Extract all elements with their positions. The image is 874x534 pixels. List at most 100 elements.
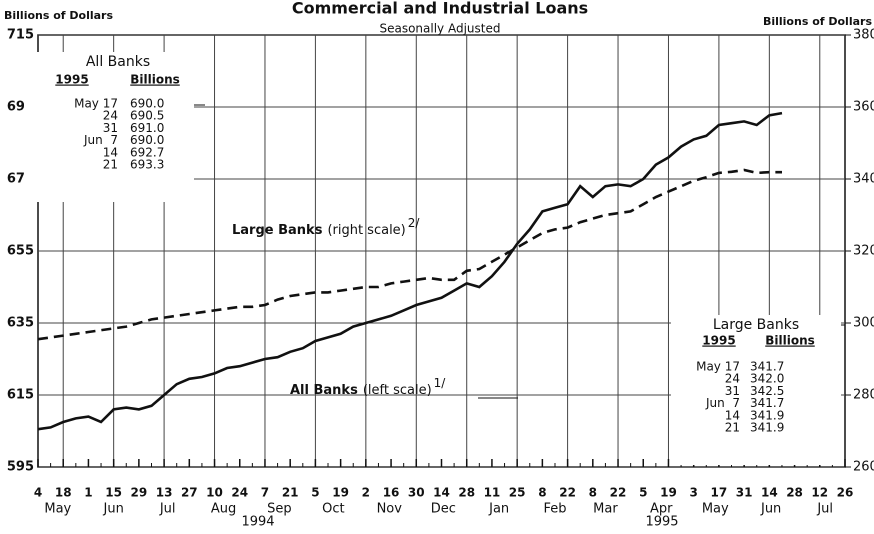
- month-label: Jul: [816, 502, 833, 517]
- series-line: [37, 111, 783, 431]
- y2-tick-label: 380: [853, 28, 874, 43]
- series-name: All Banks: [290, 383, 358, 398]
- table-title: Large Banks: [713, 317, 799, 333]
- table-date: 14: [103, 145, 118, 159]
- y-tick-label: 655: [7, 244, 34, 259]
- x-tick-label: 27: [181, 486, 198, 500]
- month-label: Oct: [322, 502, 344, 517]
- x-tick-label: 11: [484, 486, 501, 500]
- x-tick-label: 19: [660, 486, 677, 500]
- y-tick-label: 595: [7, 460, 34, 475]
- x-tick-label: 14: [761, 486, 778, 500]
- scale-note: (right scale): [327, 223, 405, 238]
- y-axis-label: Billions of Dollars: [4, 9, 113, 22]
- x-tick-label: 24: [231, 486, 248, 500]
- y2-tick-label: 320: [853, 244, 874, 259]
- y2-axis-label: Billions of Dollars: [763, 15, 872, 28]
- table-header: 1995: [702, 334, 735, 348]
- footnote: 1/: [434, 376, 447, 390]
- x-tick-label: 16: [383, 486, 400, 500]
- x-tick-label: 14: [433, 486, 450, 500]
- table-date: May 17: [696, 360, 740, 374]
- x-tick-label: 22: [559, 486, 576, 500]
- table-date: 31: [103, 121, 118, 135]
- table-value: 690.5: [130, 109, 164, 123]
- table-bg: [671, 315, 841, 465]
- x-tick-label: 12: [811, 486, 828, 500]
- table-date: 14: [725, 408, 740, 422]
- x-tick-label: 1: [84, 486, 92, 500]
- x-tick-label: 17: [711, 486, 728, 500]
- x-tick-label: 7: [261, 486, 269, 500]
- y-tick-label: 635: [7, 316, 34, 331]
- table-date: May 17: [74, 97, 118, 111]
- table-value: 342.5: [750, 384, 784, 398]
- x-tick-label: 13: [156, 486, 173, 500]
- table-date: Jun 7: [83, 133, 118, 147]
- y2-tick-label: 260: [853, 460, 874, 475]
- y2-tick-label: 300: [853, 316, 874, 331]
- x-tick-label: 15: [105, 486, 122, 500]
- scale-note: (left scale): [363, 383, 432, 398]
- series-name: Large Banks: [232, 223, 323, 238]
- year-label: 1995: [645, 515, 678, 530]
- series-label: Large Banks (right scale) 2/: [232, 216, 420, 238]
- month-label: Mar: [593, 502, 618, 517]
- x-tick-label: 10: [206, 486, 223, 500]
- footnote: 2/: [408, 216, 421, 230]
- month-label: Dec: [431, 502, 456, 517]
- x-tick-label: 8: [538, 486, 546, 500]
- month-label: Nov: [377, 502, 403, 517]
- x-tick-label: 28: [786, 486, 803, 500]
- month-label: May: [702, 502, 729, 517]
- table-date: 31: [725, 384, 740, 398]
- table-value: 341.9: [750, 421, 784, 435]
- month-label: Sep: [267, 502, 292, 517]
- table-value: 341.9: [750, 408, 784, 422]
- month-label: May: [44, 502, 71, 517]
- table-value: 342.0: [750, 372, 784, 386]
- month-label: Apr: [650, 502, 673, 517]
- table-bg: [24, 52, 194, 202]
- table-title: All Banks: [86, 54, 150, 70]
- x-tick-label: 31: [736, 486, 753, 500]
- x-tick-label: 29: [131, 486, 148, 500]
- table-value: 693.3: [130, 158, 164, 172]
- x-tick-label: 2: [362, 486, 370, 500]
- x-tick-label: 5: [311, 486, 319, 500]
- y-tick-label: 615: [7, 388, 34, 403]
- month-label: Aug: [211, 502, 236, 517]
- x-tick-label: 4: [34, 486, 42, 500]
- x-tick-label: 22: [610, 486, 627, 500]
- table-header: Billions: [765, 334, 815, 348]
- y-tick-label: 715: [7, 28, 34, 43]
- table-value: 690.0: [130, 133, 164, 147]
- table-date: Jun 7: [705, 396, 740, 410]
- chart-subtitle: Seasonally Adjusted: [379, 22, 500, 36]
- y2-tick-label: 280: [853, 388, 874, 403]
- x-tick-label: 25: [509, 486, 526, 500]
- table-header: 1995: [55, 73, 88, 87]
- x-tick-label: 3: [690, 486, 698, 500]
- series-label: All Banks (left scale) 1/: [290, 376, 446, 398]
- month-label: Jun: [760, 502, 781, 517]
- table-value: 341.7: [750, 396, 784, 410]
- y2-tick-label: 340: [853, 172, 874, 187]
- chart-title: Commercial and Industrial Loans: [292, 0, 588, 18]
- month-label: Jun: [103, 502, 124, 517]
- y2-tick-label: 360: [853, 100, 874, 115]
- year-label: 1994: [241, 515, 274, 530]
- x-tick-label: 21: [282, 486, 299, 500]
- x-tick-label: 8: [589, 486, 597, 500]
- table-header: Billions: [130, 73, 180, 87]
- month-label: Feb: [543, 502, 566, 517]
- table-value: 692.7: [130, 145, 164, 159]
- table-value: 690.0: [130, 97, 164, 111]
- series-line: [37, 168, 782, 341]
- x-tick-label: 5: [639, 486, 647, 500]
- x-tick-label: 30: [408, 486, 425, 500]
- table-date: 24: [103, 109, 118, 123]
- table-date: 21: [725, 421, 740, 435]
